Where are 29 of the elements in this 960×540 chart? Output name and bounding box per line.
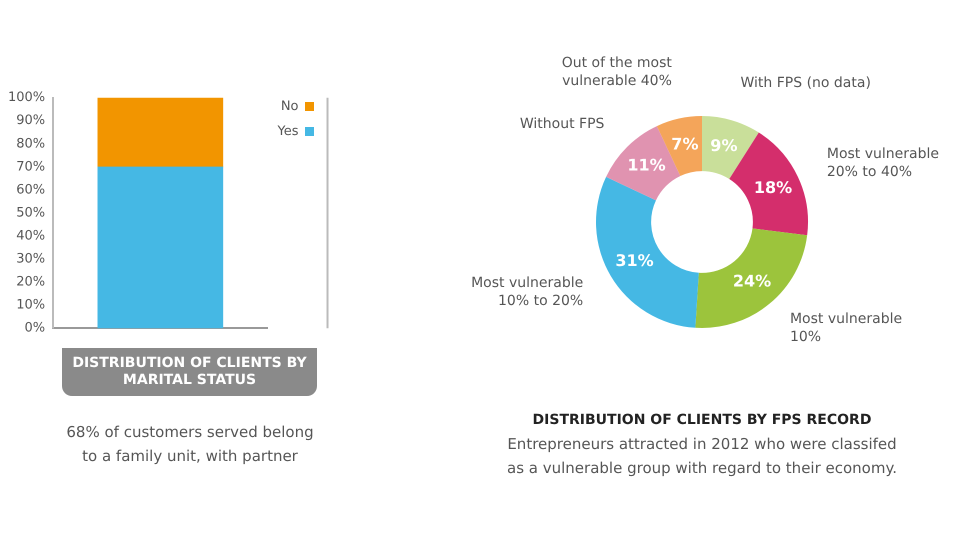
y-tick-label: 70% — [16, 159, 46, 174]
legend-label: No — [280, 98, 299, 114]
y-tick-label: 10% — [16, 298, 46, 313]
slice-label: With FPS (no data) — [740, 75, 871, 92]
y-tick-label: 60% — [16, 182, 46, 198]
y-tick-label: 20% — [16, 274, 46, 290]
data-label: 18% — [754, 178, 792, 197]
slice-label: Most vulnerable 10% to 20% — [471, 274, 584, 309]
y-tick-label: 40% — [16, 228, 46, 244]
data-label: 11% — [627, 156, 666, 175]
text: 68% of customers served belong to a family unit, with partner — [65, 422, 315, 467]
text: DISTRIBUTION OF CLIENTS BY MARITAL STATUS — [62, 348, 317, 396]
y-tick-label: 100% — [8, 90, 46, 106]
slice-label: Most vulnerable 20% to 40% — [826, 146, 940, 180]
data-label: 7% — [671, 134, 698, 154]
y-tick-label: 80% — [16, 136, 46, 152]
slice-label: Out of the most vulnerable 40% — [562, 54, 672, 89]
slice-label: Without FPS — [520, 116, 605, 132]
data-label: 24% — [732, 272, 772, 291]
text: Entrepreneurs attracted in 2012 who were classifed as a vulnerable group with regard to their economy. — [506, 434, 898, 479]
data-label: 9% — [710, 136, 738, 155]
y-tick-label: 0% — [24, 320, 46, 336]
y-tick-label: 50% — [16, 205, 46, 220]
slice-label: Most vulnerable 10% — [790, 310, 902, 345]
y-tick-label: 30% — [16, 251, 46, 266]
text: DISTRIBUTION OF CLIENTS BY FPS RECORD — [532, 412, 872, 428]
y-tick-label: 90% — [16, 113, 46, 128]
data-label: 31% — [615, 251, 654, 270]
legend-label: Yes — [276, 124, 299, 139]
